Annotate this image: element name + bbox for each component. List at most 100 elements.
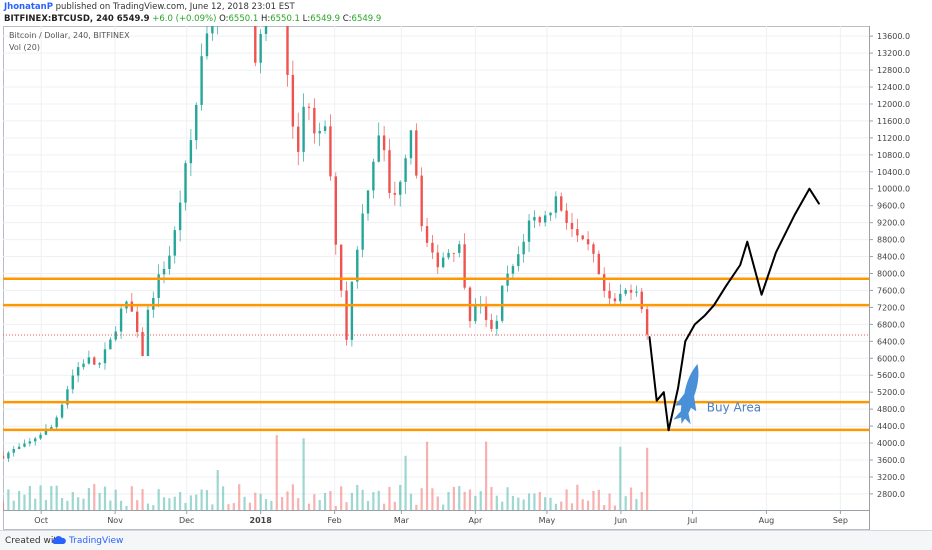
- volume-bar: [227, 504, 230, 510]
- volume-bar: [624, 496, 627, 510]
- candle-body: [291, 74, 295, 127]
- price-axis-background: [869, 26, 929, 530]
- candle-body: [82, 363, 85, 368]
- volume-bar: [136, 500, 139, 510]
- candle-body: [602, 274, 606, 291]
- candle-body: [597, 253, 601, 275]
- candle-body: [377, 135, 380, 162]
- candle-body: [474, 305, 477, 322]
- volume-bar: [388, 486, 391, 510]
- close-label: C:: [340, 14, 352, 24]
- candle-body: [211, 26, 214, 34]
- volume-bar: [3, 501, 5, 510]
- price-tick-label: 3600.0: [877, 456, 905, 465]
- price-tick-label: 7200.0: [877, 303, 905, 312]
- volume-bar: [495, 495, 498, 510]
- price-tick-label: 11600.0: [877, 117, 910, 126]
- volume-bar: [533, 493, 536, 510]
- projection-path[interactable]: [648, 187, 820, 432]
- candle-body: [372, 161, 375, 191]
- candle-body: [356, 249, 359, 282]
- volume-bar: [254, 492, 257, 510]
- candle-body: [533, 217, 536, 221]
- time-tick-label: Aug: [759, 516, 775, 525]
- tradingview-link[interactable]: TradingView: [69, 536, 124, 546]
- volume-bar: [264, 499, 268, 510]
- volume-bar: [55, 485, 58, 510]
- volume-bar: [152, 505, 155, 510]
- volume-bar: [356, 484, 359, 510]
- price-chart[interactable]: 6549.903:58:327877.87254.44964.84309.4 B…: [3, 26, 929, 530]
- volume-bar: [447, 491, 450, 510]
- candle-body: [318, 130, 321, 134]
- price-axis[interactable]: 2800.0 3200.0 3600.0 4000.0 4400.0 4800.0 5200…: [869, 26, 929, 530]
- candle-body: [189, 140, 193, 164]
- annotations: Buy Area: [673, 363, 761, 425]
- candle-body: [624, 289, 627, 294]
- low-value: 6549.9: [310, 14, 341, 24]
- volume-bar: [168, 498, 171, 510]
- price-change: +6.0 (+0.09%): [149, 14, 217, 24]
- candle-body: [608, 290, 611, 299]
- volume-bar: [238, 484, 241, 510]
- candle-body: [135, 311, 139, 333]
- volume-bar: [603, 504, 606, 510]
- candle-body: [447, 252, 450, 258]
- price-tick-label: 13200.0: [877, 49, 910, 58]
- candle-body: [431, 242, 434, 253]
- candle-body: [452, 252, 456, 254]
- candle-body: [302, 106, 305, 152]
- candle-body: [382, 135, 386, 151]
- volume-bar: [474, 495, 477, 510]
- price-tick-label: 13600.0: [877, 32, 910, 41]
- volume-bar: [479, 491, 482, 510]
- candle-body: [345, 290, 348, 340]
- volume-bar: [18, 490, 21, 510]
- candlesticks: [3, 26, 649, 462]
- candle-body: [613, 298, 617, 302]
- volume-bar: [162, 497, 166, 510]
- candle-body: [114, 331, 117, 340]
- candle-body: [109, 339, 112, 350]
- volume-bar: [12, 500, 15, 510]
- price-tick-label: 12400.0: [877, 83, 910, 92]
- price-tick-label: 6400.0: [877, 337, 905, 346]
- volume-bars: [3, 435, 649, 510]
- volume-bar: [581, 499, 584, 510]
- volume-bar: [286, 491, 289, 510]
- volume-bar: [211, 504, 214, 510]
- volume-bar: [82, 498, 85, 510]
- volume-bar: [248, 502, 252, 510]
- projection-drawing[interactable]: [648, 187, 820, 432]
- volume-bar: [635, 499, 638, 510]
- price-tick-label: 10400.0: [877, 168, 910, 177]
- volume-bar: [66, 500, 69, 510]
- volume-bar: [383, 503, 386, 510]
- volume-bar: [307, 503, 311, 510]
- volume-bar: [291, 484, 294, 510]
- volume-bar: [538, 492, 541, 510]
- candle-body: [399, 181, 402, 195]
- candle-body: [645, 309, 649, 335]
- candle-body: [436, 252, 439, 268]
- time-axis[interactable]: Oct Nov Dec 2018 Feb Mar Apr May Jun Jul Aug Sep: [3, 510, 869, 525]
- symbol-line: BITFINEX:BTCUSD, 240 6549.9 +6.0 (+0.09%…: [4, 13, 381, 25]
- author-link[interactable]: JhonatanP: [4, 2, 53, 12]
- candle-body: [629, 289, 633, 293]
- candle-body: [420, 175, 423, 227]
- volume-bar: [23, 494, 26, 510]
- candle-body: [286, 26, 289, 75]
- candle-body: [517, 254, 520, 267]
- publish-info: published on TradingView.com, June 12, 2…: [52, 2, 295, 12]
- close-value: 6549.9: [351, 14, 382, 24]
- time-tick-label: Dec: [179, 516, 194, 525]
- volume-indicator-label: Vol (20): [9, 43, 40, 52]
- volume-bar: [452, 486, 455, 510]
- volume-bar: [71, 492, 74, 510]
- candle-body: [313, 107, 316, 134]
- volume-bar: [329, 490, 332, 510]
- candle-body: [549, 212, 552, 216]
- volume-bar: [189, 495, 192, 510]
- volume-bar: [361, 489, 364, 510]
- candle-body: [98, 363, 101, 365]
